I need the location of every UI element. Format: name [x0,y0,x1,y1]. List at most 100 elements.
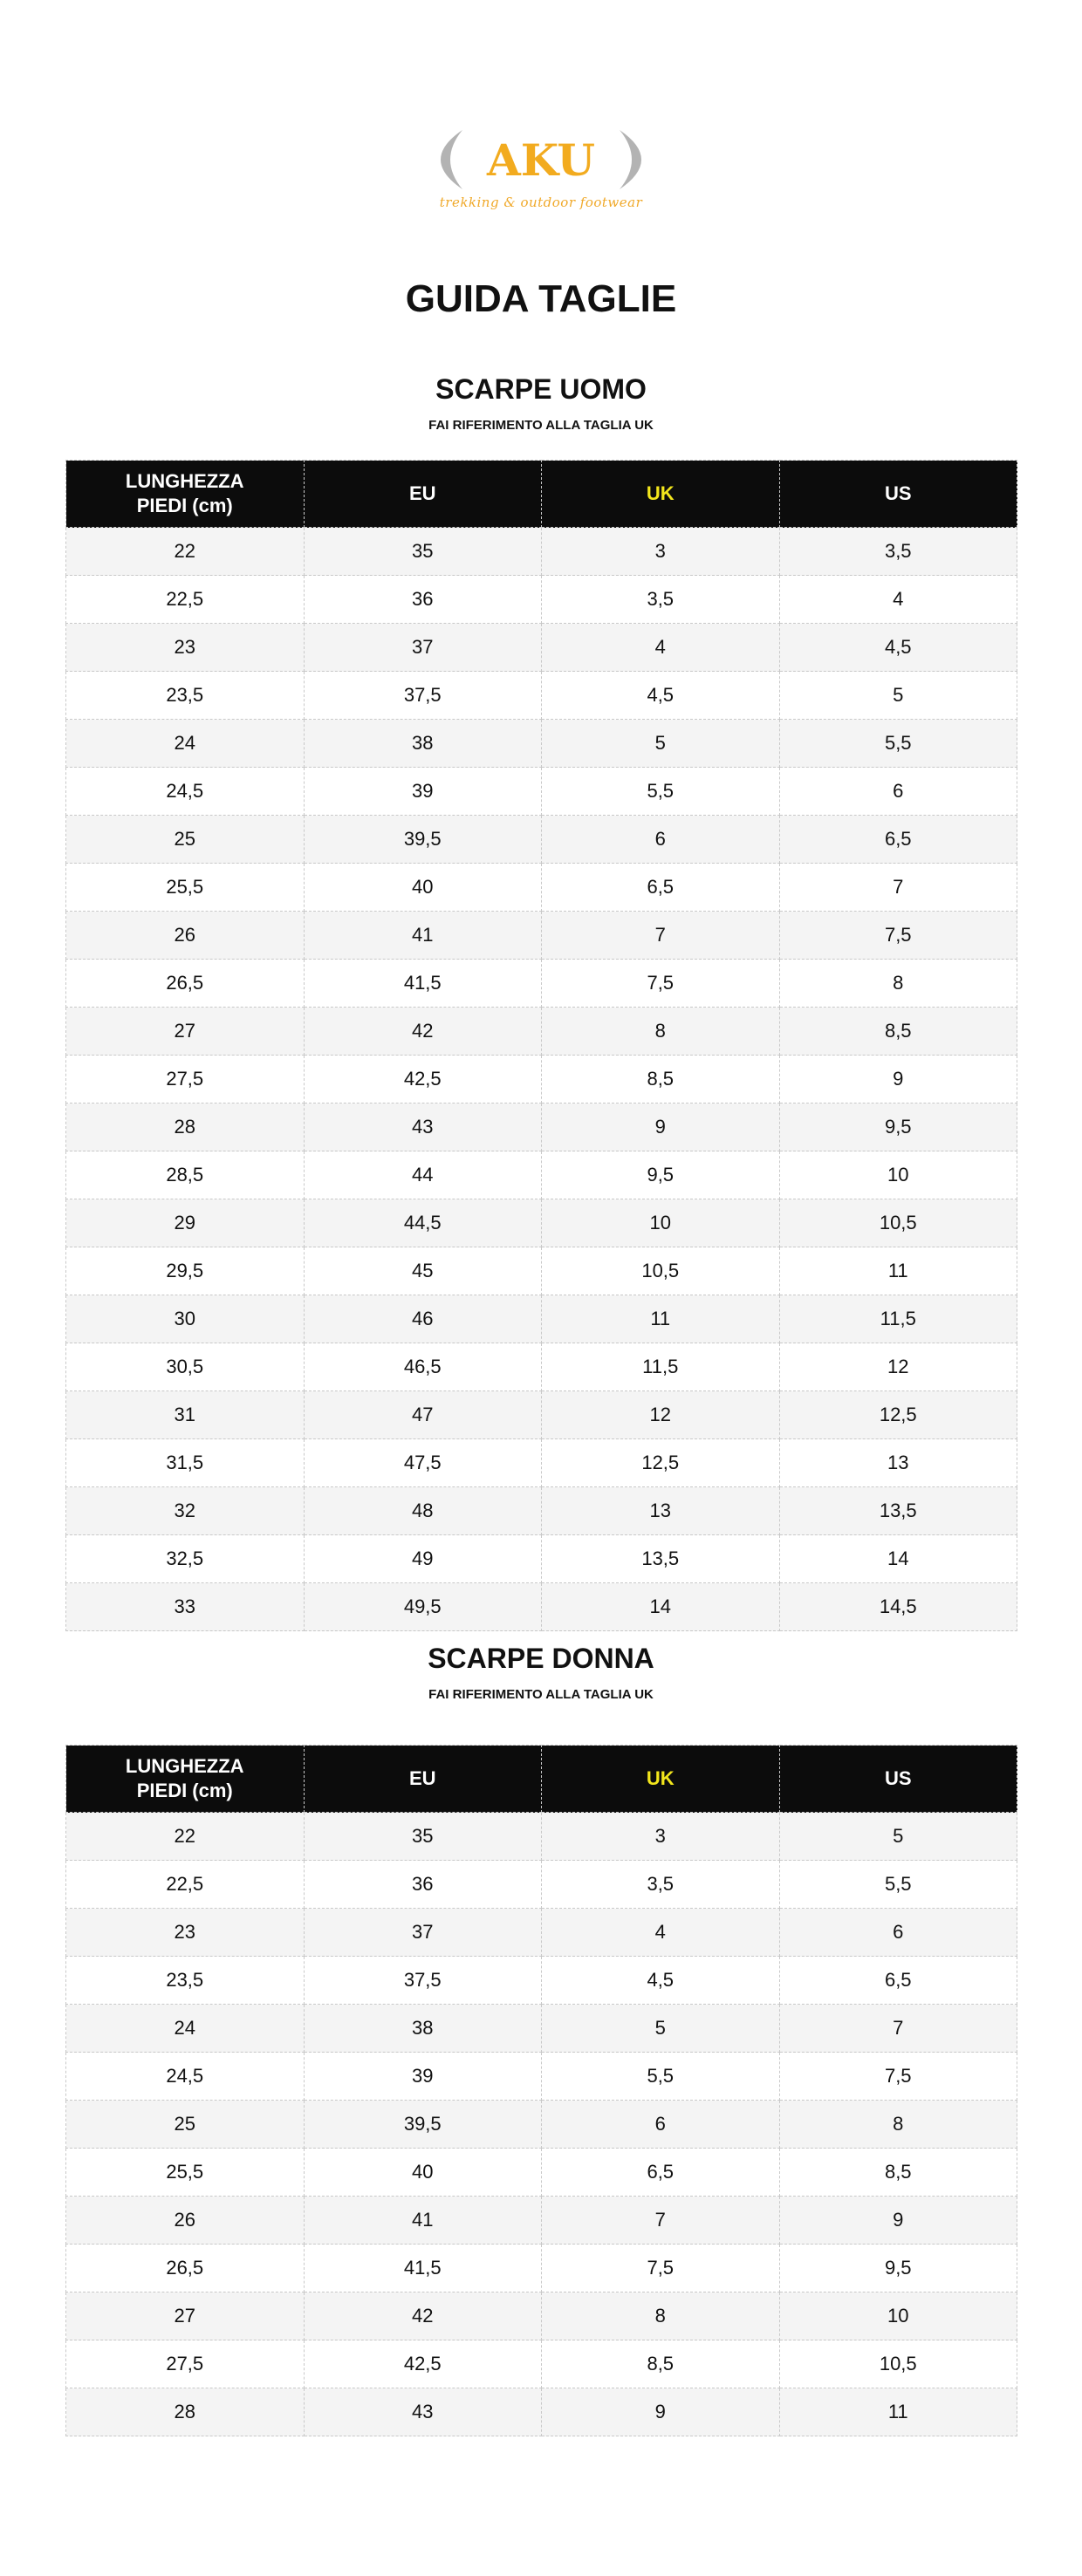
table-row: 26,5 41,5 7,5 9,5 [65,2244,1017,2292]
table-cell: 8 [778,2100,1017,2149]
table-cell: 28,5 [65,1151,305,1199]
table-cell: 35 [303,1812,542,1861]
table-cell: 4,5 [778,623,1017,672]
table-cell: 46,5 [303,1343,542,1391]
table-cell: 8 [541,1007,780,1056]
table-cell: 14,5 [778,1582,1017,1631]
table-cell: 24 [65,2004,305,2053]
table-cell: 36 [303,1860,542,1909]
table-cell: 39,5 [303,2100,542,2149]
table-cell: 37,5 [303,671,542,720]
table-cell: 11 [778,1247,1017,1295]
table-row: 23 37 4 4,5 [65,623,1017,672]
table-cell: 33 [65,1582,305,1631]
table-cell: 46 [303,1295,542,1343]
table-cell: 24 [65,719,305,768]
table-cell: 26 [65,2196,305,2245]
table-cell: 38 [303,2004,542,2053]
table-cell: 5 [778,671,1017,720]
aku-logo: AKU trekking & outdoor footwear [428,126,654,218]
table-row: 23,5 37,5 4,5 5 [65,671,1017,720]
women-size-table: LUNGHEZZA PIEDI (cm) EU UK US 22 35 3 5 22,5 36 3,… [65,1745,1017,2436]
table-cell: 41,5 [303,959,542,1008]
table-cell: 29,5 [65,1247,305,1295]
column-header: LUNGHEZZA PIEDI (cm) [65,460,305,528]
table-cell: 4 [541,623,780,672]
table-cell: 9 [778,2196,1017,2245]
table-cell: 9,5 [541,1151,780,1199]
table-cell: 7 [778,2004,1017,2053]
table-cell: 9 [541,1103,780,1151]
table-cell: 6,5 [541,863,780,912]
table-cell: 43 [303,1103,542,1151]
table-cell: 43 [303,2388,542,2436]
table-cell: 7,5 [541,959,780,1008]
table-cell: 14 [541,1582,780,1631]
table-row: 28,5 44 9,5 10 [65,1151,1017,1199]
table-header-row: LUNGHEZZA PIEDI (cm) EU UK US [65,460,1017,528]
table-row: 23,5 37,5 4,5 6,5 [65,1956,1017,2005]
table-row: 25,5 40 6,5 7 [65,863,1017,912]
table-cell: 23,5 [65,671,305,720]
table-cell: 28 [65,2388,305,2436]
table-row: 24 38 5 5,5 [65,719,1017,768]
table-cell: 32 [65,1486,305,1535]
table-cell: 41,5 [303,2244,542,2292]
table-cell: 8,5 [778,2148,1017,2197]
table-cell: 44 [303,1151,542,1199]
table-cell: 12,5 [778,1390,1017,1439]
table-cell: 47 [303,1390,542,1439]
column-header: US [778,1745,1017,1813]
table-cell: 36 [303,575,542,624]
table-row: 29 44,5 10 10,5 [65,1199,1017,1247]
table-cell: 12,5 [541,1438,780,1487]
table-cell: 13 [778,1438,1017,1487]
table-cell: 6 [778,767,1017,816]
table-cell: 8,5 [541,1055,780,1104]
table-cell: 3,5 [778,527,1017,576]
table-cell: 45 [303,1247,542,1295]
table-cell: 3 [541,1812,780,1861]
men-section-subtitle: FAI RIFERIMENTO ALLA TAGLIA UK [428,418,654,433]
table-cell: 47,5 [303,1438,542,1487]
table-cell: 22 [65,527,305,576]
table-cell: 26,5 [65,959,305,1008]
table-row: 30,5 46,5 11,5 12 [65,1343,1017,1391]
table-cell: 30,5 [65,1343,305,1391]
table-cell: 42 [303,1007,542,1056]
table-cell: 22 [65,1812,305,1861]
table-cell: 9,5 [778,1103,1017,1151]
table-row: 27,5 42,5 8,5 10,5 [65,2340,1017,2388]
table-cell: 38 [303,719,542,768]
table-cell: 8,5 [778,1007,1017,1056]
table-cell: 25,5 [65,863,305,912]
table-cell: 11 [778,2388,1017,2436]
table-cell: 6,5 [541,2148,780,2197]
table-cell: 9 [541,2388,780,2436]
table-cell: 30 [65,1295,305,1343]
table-cell: 5 [541,719,780,768]
table-cell: 6,5 [778,1956,1017,2005]
women-section-title: SCARPE DONNA [428,1643,654,1674]
table-row: 27,5 42,5 8,5 9 [65,1055,1017,1104]
table-cell: 11 [541,1295,780,1343]
table-cell: 32,5 [65,1534,305,1583]
table-cell: 12 [541,1390,780,1439]
table-row: 25 39,5 6 8 [65,2100,1017,2149]
table-row: 25 39,5 6 6,5 [65,815,1017,864]
table-cell: 29 [65,1199,305,1247]
table-cell: 6,5 [778,815,1017,864]
table-cell: 4,5 [541,671,780,720]
table-row: 23 37 4 6 [65,1908,1017,1957]
women-section-subtitle: FAI RIFERIMENTO ALLA TAGLIA UK [428,1687,654,1702]
table-row: 31,5 47,5 12,5 13 [65,1438,1017,1487]
table-cell: 39 [303,767,542,816]
table-cell: 24,5 [65,767,305,816]
table-cell: 7 [541,2196,780,2245]
table-row: 24,5 39 5,5 6 [65,767,1017,816]
table-row: 22,5 36 3,5 5,5 [65,1860,1017,1909]
table-header-row: LUNGHEZZA PIEDI (cm) EU UK US [65,1745,1017,1813]
table-cell: 37,5 [303,1956,542,2005]
column-header: UK [541,1745,780,1813]
